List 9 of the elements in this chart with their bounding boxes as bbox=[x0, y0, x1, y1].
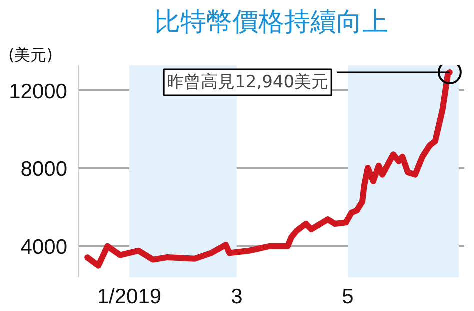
chart-title: 比特幣價格持續向上 bbox=[154, 8, 388, 38]
x-tick-label: 1/2019 bbox=[97, 286, 162, 308]
y-tick-label: 4000 bbox=[20, 236, 68, 259]
y-tick-label: 8000 bbox=[20, 158, 68, 182]
annotation: 昨曾高見12,940美元 bbox=[167, 72, 329, 92]
x-tick-label: 5 bbox=[342, 286, 354, 308]
x-tick-label: 3 bbox=[231, 286, 243, 308]
y-axis-title: (美元) bbox=[8, 46, 53, 64]
y-tick-label: 12000 bbox=[9, 80, 68, 104]
